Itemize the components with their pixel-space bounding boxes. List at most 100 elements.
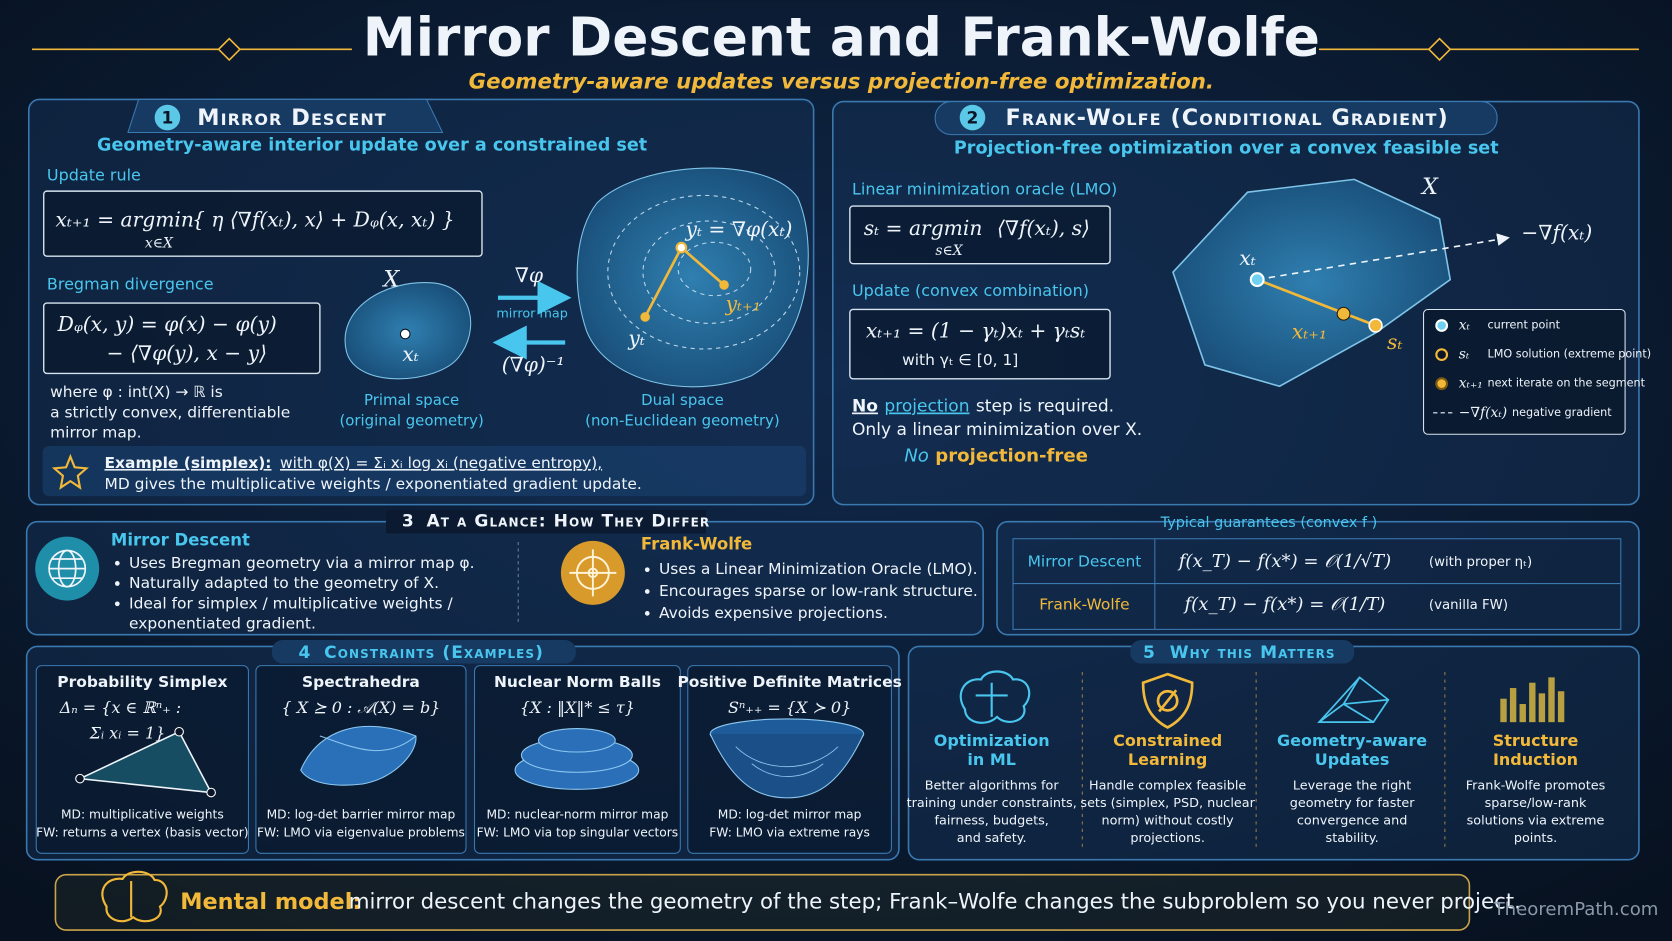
text-part: No: [852, 397, 878, 417]
card-text: MD: nuclear-norm mirror map: [486, 807, 668, 821]
section-number: 1: [161, 109, 173, 129]
bullet: [114, 601, 120, 607]
note: No projection step is required.: [852, 397, 1114, 417]
item-text: and safety.: [957, 831, 1027, 846]
legend-symbol-label: xₜ₊₁: [1459, 376, 1483, 392]
section-subtitle: Geometry-aware interior update over a co…: [97, 135, 647, 155]
item-text: stability.: [1326, 831, 1379, 846]
label: X: [1420, 174, 1439, 200]
legend-symbol: [1435, 319, 1449, 332]
table-cell: f(x_T) − f(x*) = 𝒪(1/√T): [1177, 551, 1391, 572]
card-title: Positive Definite Matrices: [677, 673, 901, 691]
item-text: Leverage the right: [1293, 779, 1411, 794]
formula: ⟨∇f(xₜ), s⟩: [997, 216, 1090, 240]
footer-box: [54, 873, 1471, 931]
table-title: Typical guarantees (convex f ): [1160, 515, 1378, 531]
item-title: Induction: [1493, 750, 1578, 769]
card-formula: Δₙ = {x ∈ ℝⁿ₊ :: [59, 698, 181, 717]
header-decoration: [31, 37, 1639, 62]
item-text: norm) without costly: [1102, 813, 1235, 828]
section-title: Frank-Wolfe (Conditional Gradient): [1006, 105, 1449, 131]
bars-icon: [1500, 677, 1565, 723]
section-number: 2: [967, 109, 979, 129]
item-text: solutions via extreme: [1467, 813, 1605, 828]
card-text: MD: multiplicative weights: [61, 807, 224, 821]
item-title: Updates: [1315, 750, 1390, 769]
item-title: Geometry-aware: [1277, 731, 1427, 750]
note: Only a linear minimization over X.: [852, 420, 1142, 440]
legend-text: negative gradient: [1512, 406, 1612, 419]
label: sₜ: [1387, 330, 1402, 354]
point: [1368, 318, 1383, 333]
pd-cone-picture: [709, 718, 865, 799]
badge: [154, 104, 181, 131]
formula: x∈X: [145, 235, 174, 251]
legend-text: next iterate on the segment: [1488, 377, 1646, 390]
point: [1336, 306, 1351, 321]
tab: [934, 101, 1498, 136]
item-title: in ML: [967, 750, 1016, 769]
card-title: Probability Simplex: [57, 673, 227, 691]
formula: s∈X: [935, 243, 963, 259]
point: [399, 328, 411, 340]
item-text: sets (simplex, PSD, nuclear: [1080, 796, 1255, 811]
caption: mirror map: [496, 306, 568, 321]
formula: Dᵩ(x, y) = φ(x) − φ(y): [57, 312, 277, 336]
point: [675, 241, 688, 254]
card-text: FW: LMO via eigenvalue problems: [257, 826, 465, 840]
legend-symbol: [1435, 377, 1449, 391]
legend-box: [1423, 308, 1626, 435]
label: yₜ = ∇φ(xₜ): [685, 217, 793, 241]
card-formula: {X : ‖X‖* ≤ τ}: [520, 698, 635, 717]
spectrahedron-picture: [300, 725, 417, 786]
section-tab: [386, 509, 706, 534]
item-text: Handle complex feasible: [1089, 779, 1246, 794]
table-cell: Mirror Descent: [1028, 553, 1142, 571]
label: yₜ: [627, 326, 644, 350]
method-name: Frank-Wolfe: [641, 535, 752, 554]
item-title: Optimization: [934, 731, 1050, 750]
label: X: [381, 267, 400, 293]
table-cell: Frank-Wolfe: [1039, 595, 1129, 613]
panel-guarantees: [996, 520, 1640, 636]
description: where φ : int(X) → ℝ is: [50, 383, 223, 401]
label: ∇φ: [515, 263, 544, 287]
method-name: Mirror Descent: [111, 530, 250, 549]
text-part: projection: [884, 397, 969, 417]
item-text: points.: [1514, 831, 1557, 846]
label: yₜ₊₁: [725, 292, 761, 316]
item-text: sparse/low-rank: [1485, 796, 1587, 811]
footer-brain-icon: [101, 870, 168, 923]
text-part: No: [904, 446, 929, 467]
legend-symbol: [1435, 348, 1449, 361]
item-text: projections.: [1130, 831, 1205, 846]
brain-icon: [959, 670, 1031, 724]
tab: [127, 98, 444, 134]
caption: Dual space: [641, 391, 724, 409]
formula-box: [849, 308, 1111, 380]
card-text: FW: LMO via extreme rays: [709, 826, 870, 840]
description: mirror map.: [50, 424, 141, 442]
bullet: [644, 589, 650, 594]
table-cell: (with proper ηₜ): [1429, 555, 1532, 570]
target-icon: [569, 549, 617, 597]
point: [1249, 272, 1265, 288]
section-title: Mirror Descent: [197, 105, 387, 131]
bullet: [114, 560, 120, 566]
card-text: FW: returns a vertex (basis vector): [36, 826, 248, 840]
text-part: with φ(X) = Σᵢ xᵢ log xᵢ (negative entro…: [280, 454, 602, 472]
label: (∇φ)⁻¹: [502, 353, 565, 377]
page-subtitle: Geometry-aware updates versus projection…: [469, 69, 1214, 94]
label: xₜ: [402, 342, 418, 366]
item-text: fairness, budgets,: [935, 813, 1049, 828]
bullet-text: Ideal for simplex / multiplicative weigh…: [129, 594, 453, 612]
label: Update (convex combination): [852, 281, 1089, 300]
caption: Primal space: [364, 391, 459, 409]
section-number: 3: [402, 512, 415, 532]
text-part: projection-free: [935, 446, 1088, 467]
example: Example (simplex): with φ(X) = Σᵢ xᵢ log …: [105, 454, 603, 472]
star-icon: [51, 453, 89, 490]
formula-box: [43, 302, 321, 375]
formula-box: [43, 190, 483, 257]
bullet-text: exponentiated gradient.: [129, 615, 316, 633]
